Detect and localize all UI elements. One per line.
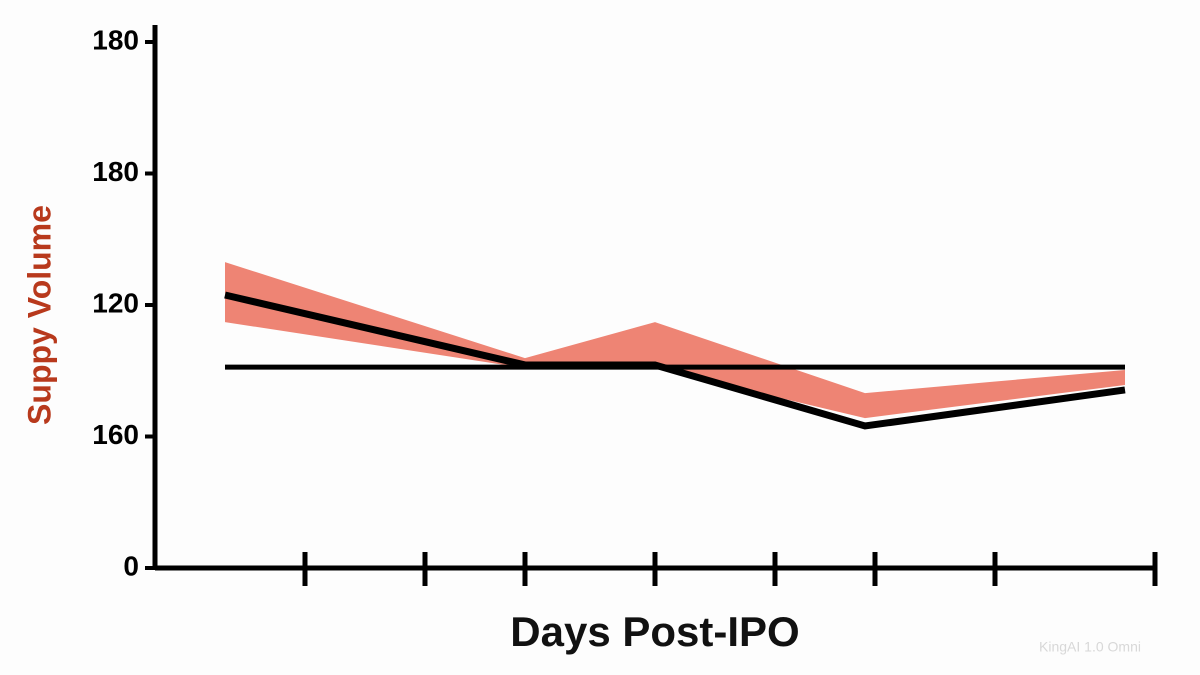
y-tick-label: 180 xyxy=(92,24,139,55)
x-axis-label: Days Post-IPO xyxy=(510,608,799,655)
y-tick-label: 160 xyxy=(92,419,139,450)
y-tick-label: 0 xyxy=(123,550,139,581)
y-axis-label: Suppy Volume xyxy=(21,205,57,425)
y-tick-label: 180 xyxy=(92,156,139,187)
band-area xyxy=(225,262,1125,419)
y-tick-label: 120 xyxy=(92,287,139,318)
watermark: KingAI 1.0 Omni xyxy=(1039,639,1141,655)
